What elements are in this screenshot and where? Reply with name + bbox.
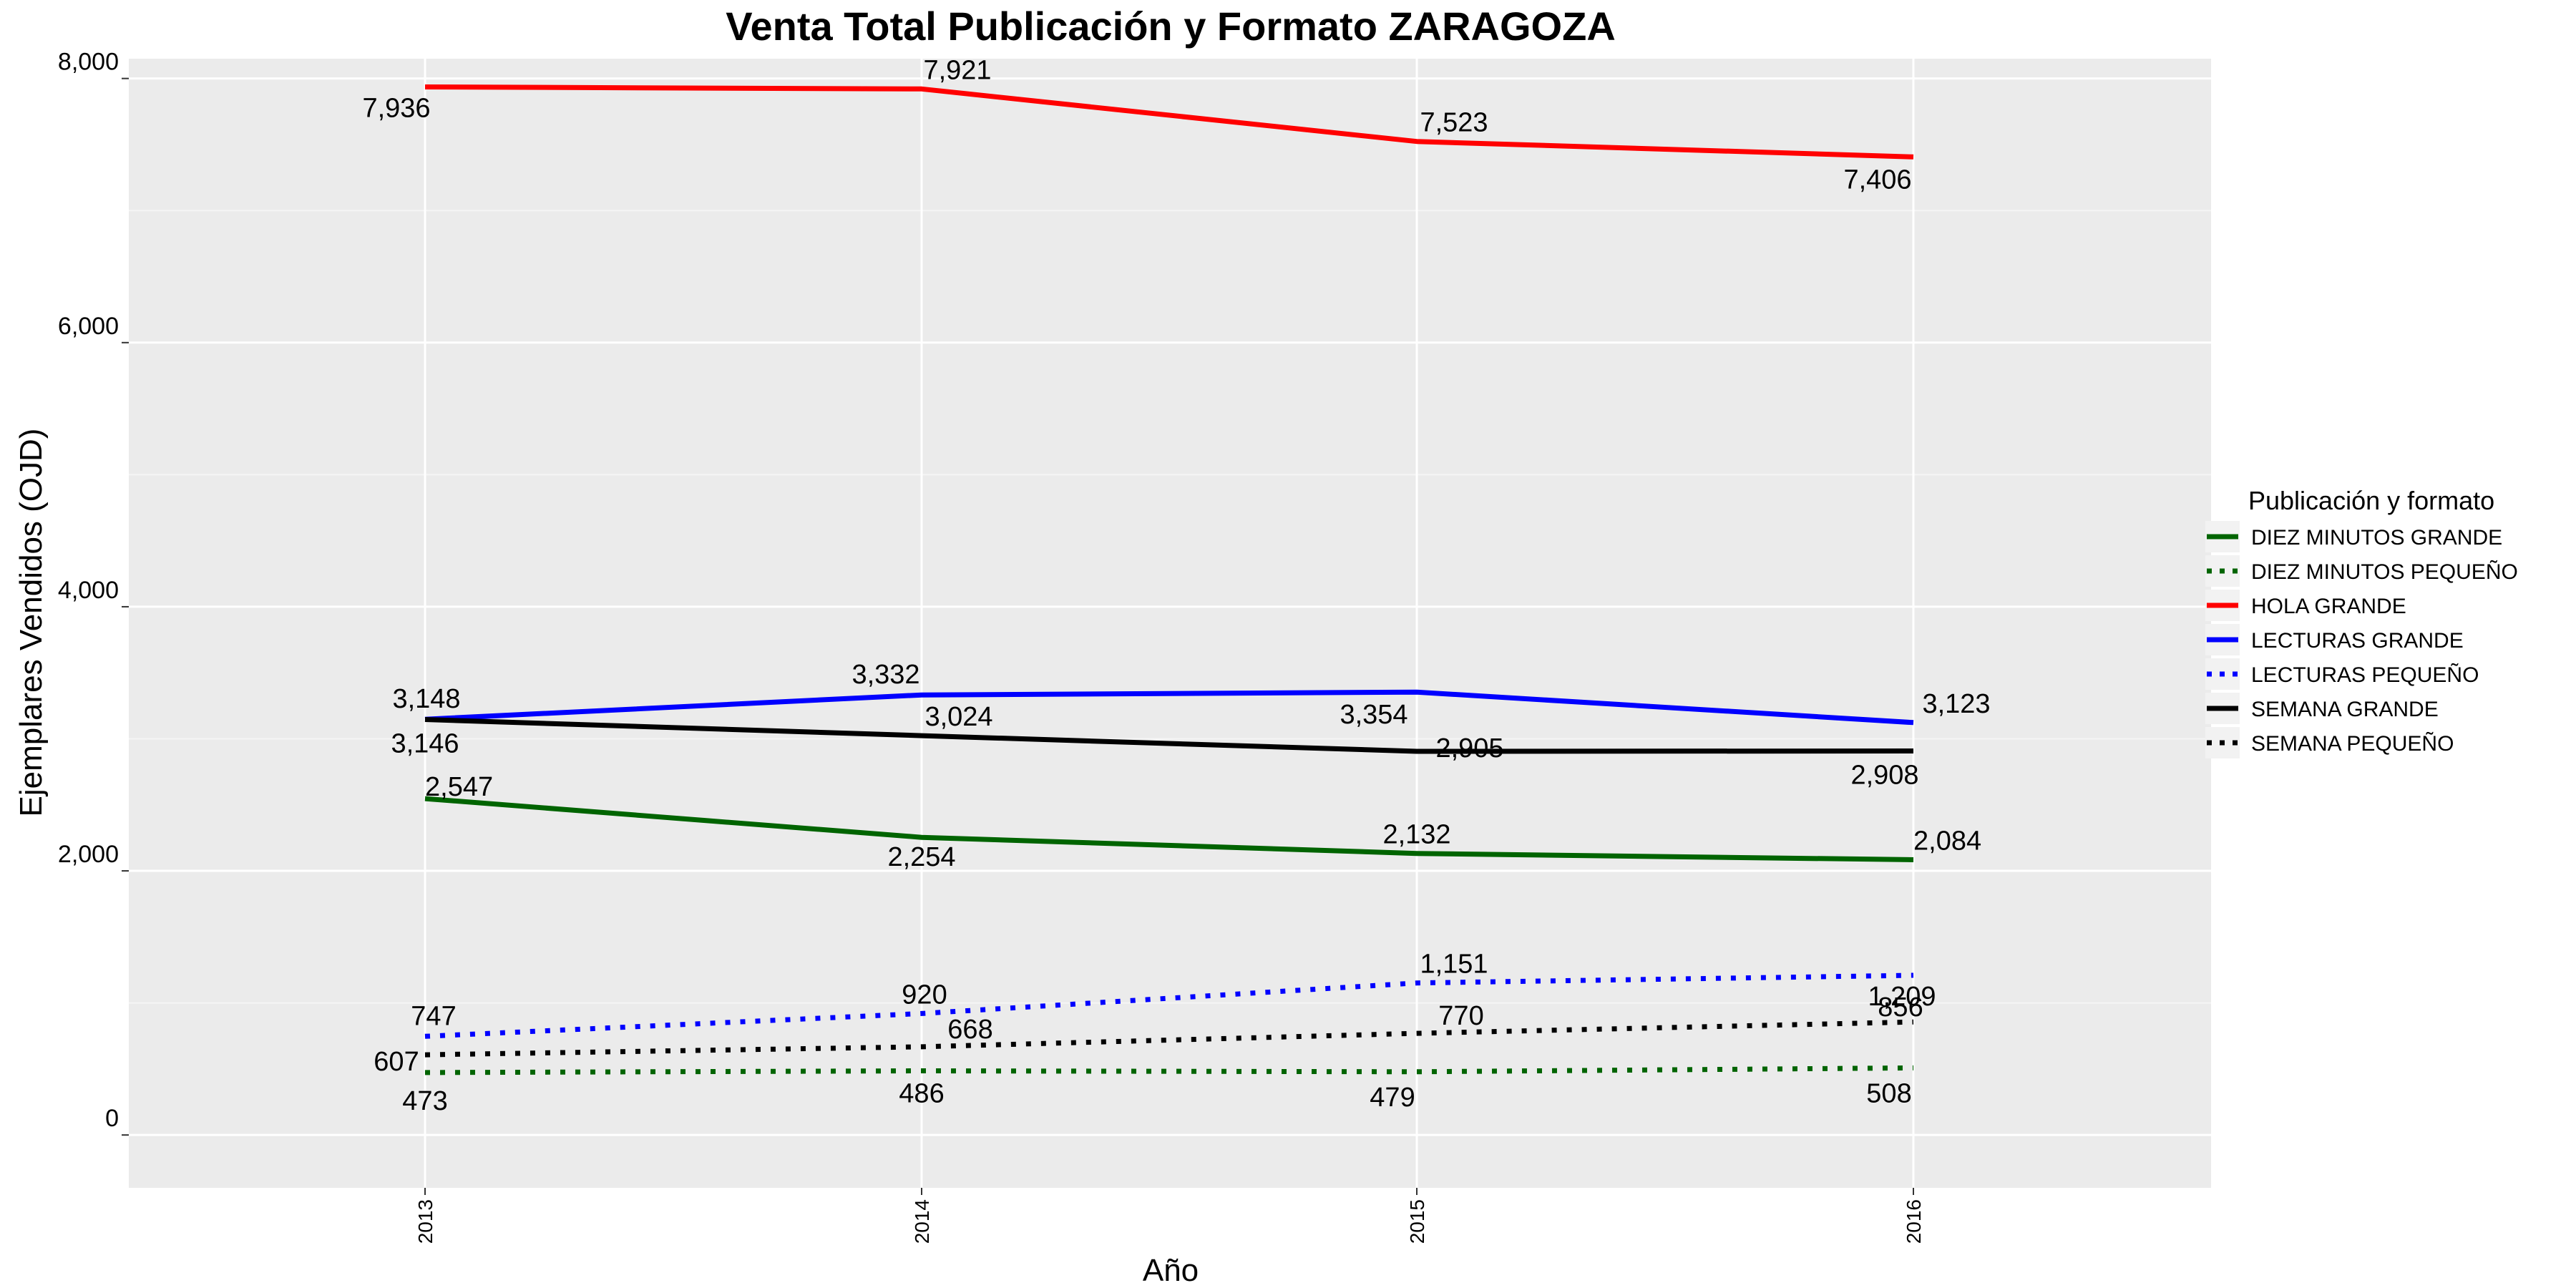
- data-label: 2,084: [1913, 826, 1981, 857]
- data-label: 7,921: [923, 55, 991, 85]
- data-label: 7,523: [1420, 108, 1488, 138]
- data-label: 2,254: [887, 842, 955, 872]
- x-tick-label: 2014: [911, 1199, 933, 1244]
- y-tick-label: 8,000: [58, 49, 119, 76]
- data-label: 3,332: [852, 660, 919, 690]
- major-gridlines: [129, 59, 2211, 1188]
- legend-label: LECTURAS GRANDE: [2251, 629, 2464, 653]
- x-axis-title: Año: [1143, 1253, 1199, 1288]
- y-tick-label: 2,000: [58, 841, 119, 868]
- legend-label: LECTURAS PEQUEÑO: [2251, 663, 2479, 687]
- data-label: 1,151: [1420, 950, 1488, 980]
- data-label: 607: [374, 1047, 419, 1077]
- series-line-hola-grande: [424, 84, 1914, 160]
- chart-title: Venta Total Publicación y Formato ZARAGO…: [726, 4, 1616, 49]
- data-label: 3,354: [1340, 700, 1407, 730]
- data-label: 2,132: [1382, 820, 1450, 850]
- data-label: 770: [1438, 1001, 1483, 1031]
- series-lines: [424, 84, 1914, 1075]
- data-label: 856: [1878, 992, 1923, 1023]
- series-line-lecturas-grande: [424, 689, 1914, 726]
- data-label: 473: [402, 1086, 447, 1116]
- data-label: 3,146: [391, 729, 459, 759]
- legend-title: Publicación y formato: [2248, 486, 2494, 515]
- data-label: 2,547: [425, 772, 493, 802]
- legend: Publicación y formato DIEZ MINUTOS GRAND…: [2205, 486, 2518, 758]
- data-label: 479: [1370, 1083, 1415, 1113]
- series-line-diez-minutos-grande: [424, 796, 1914, 862]
- data-label: 747: [411, 1001, 456, 1031]
- minor-gridlines: [129, 210, 2211, 1004]
- data-label: 7,406: [1843, 165, 1911, 195]
- y-axis: 0 2,000 4,000 6,000 8,000: [58, 49, 129, 1136]
- data-label: 508: [1866, 1078, 1911, 1108]
- data-label: 7,936: [362, 93, 430, 123]
- data-label: 668: [947, 1015, 992, 1045]
- legend-label: DIEZ MINUTOS GRANDE: [2251, 526, 2502, 550]
- x-axis: 2013 2014 2015 2016: [414, 1188, 1925, 1244]
- y-tick-label: 4,000: [58, 577, 119, 604]
- data-label: 3,024: [924, 702, 992, 732]
- plot-panel: [129, 59, 2211, 1188]
- data-label: 1,209: [1868, 982, 1936, 1012]
- legend-label: HOLA GRANDE: [2251, 595, 2406, 618]
- legend-label: SEMANA GRANDE: [2251, 698, 2439, 721]
- legend-label: DIEZ MINUTOS PEQUEÑO: [2251, 560, 2518, 584]
- x-tick-label: 2013: [414, 1199, 436, 1244]
- y-tick-label: 0: [105, 1105, 119, 1132]
- x-tick-label: 2015: [1406, 1199, 1428, 1244]
- data-label: 486: [899, 1078, 944, 1108]
- y-tick-label: 6,000: [58, 313, 119, 340]
- series-line-semana-grande: [424, 717, 1914, 754]
- legend-label: SEMANA PEQUEÑO: [2251, 731, 2454, 756]
- data-label: 3,148: [392, 684, 460, 714]
- data-label: 2,905: [1435, 733, 1503, 763]
- data-label: 2,908: [1850, 760, 1918, 790]
- data-label: 3,123: [1922, 689, 1990, 719]
- x-tick-label: 2016: [1903, 1199, 1925, 1244]
- data-labels: 2,547 2,254 2,132 2,084 473 486 479 508 7,936 7,9…: [362, 55, 1990, 1116]
- y-axis-title: Ejemplares Vendidos (OJD): [14, 429, 49, 817]
- data-label: 920: [902, 980, 947, 1010]
